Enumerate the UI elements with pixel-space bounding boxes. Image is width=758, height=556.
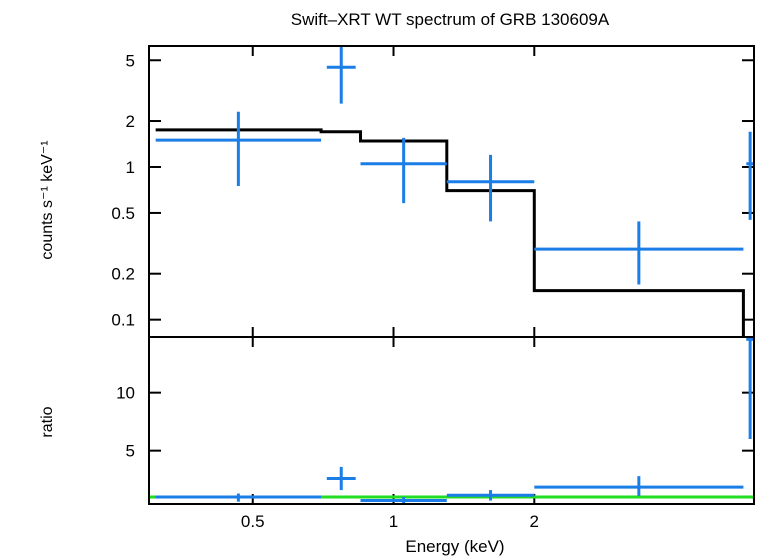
- spectrum-ytick-label: 0.5: [111, 204, 135, 223]
- y-axis-label-ratio: ratio: [39, 406, 56, 437]
- ratio-panel-frame: [148, 336, 755, 505]
- ratio-ytick-label: 5: [126, 442, 135, 461]
- x-tick-label: 1: [389, 512, 398, 531]
- ratio-ytick-label: 10: [116, 384, 135, 403]
- model-step-line: [155, 128, 745, 337]
- spectrum-ytick-label: 1: [126, 158, 135, 177]
- spectrum-ytick-label: 5: [126, 51, 135, 70]
- x-tick-label: 2: [530, 512, 539, 531]
- spectrum-ytick-label: 0.1: [111, 311, 135, 330]
- x-tick-label: 0.5: [241, 512, 265, 531]
- chart-title: Swift–XRT WT spectrum of GRB 130609A: [291, 10, 610, 29]
- x-axis-label: Energy (keV): [405, 537, 504, 556]
- y-axis-label-spectrum: counts s⁻¹ keV⁻¹: [39, 140, 56, 259]
- spectrum-ytick-label: 0.2: [111, 265, 135, 284]
- spectrum-ytick-label: 2: [126, 112, 135, 131]
